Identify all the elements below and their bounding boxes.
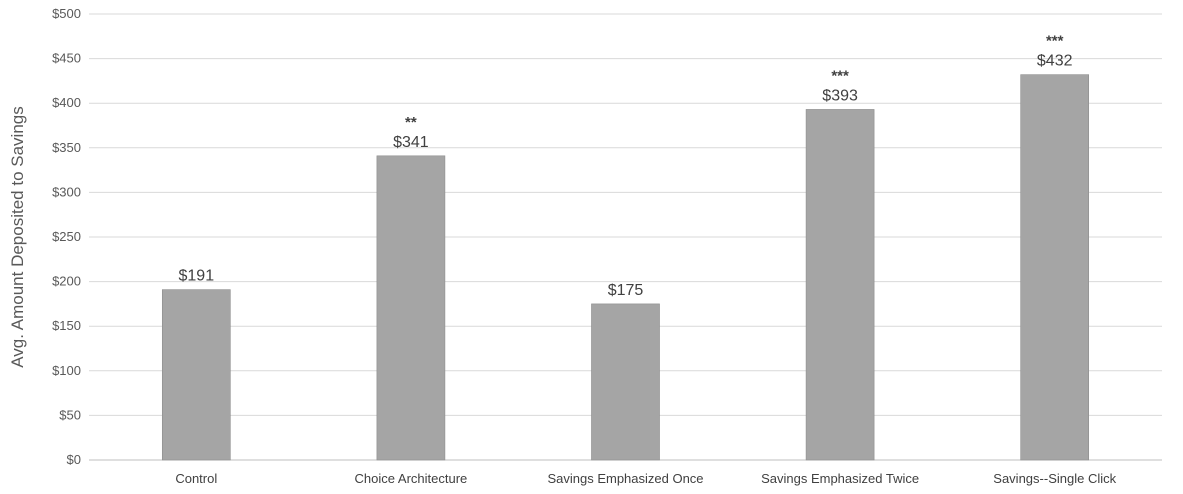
x-axis-categories: Control Choice Architecture Savings Emphas…	[175, 471, 1116, 486]
y-axis-title: Avg. Amount Deposited to Savings	[8, 106, 27, 367]
data-label: $175	[608, 282, 644, 299]
bar	[1020, 74, 1090, 461]
y-tick-label: $300	[52, 184, 81, 199]
y-tick-label: $500	[52, 6, 81, 21]
data-label: $191	[179, 268, 215, 285]
data-label: $432	[1037, 53, 1073, 70]
data-label: $393	[822, 87, 858, 104]
y-tick-label: $200	[52, 274, 81, 289]
x-tick-label: Control	[175, 471, 217, 486]
y-tick-label: $400	[52, 95, 81, 110]
bar	[376, 155, 446, 461]
data-label: $341	[393, 134, 429, 151]
bar	[805, 109, 875, 461]
y-tick-label: $150	[52, 318, 81, 333]
x-tick-label: Savings Emphasized Once	[547, 471, 703, 486]
x-tick-label: Savings--Single Click	[993, 471, 1116, 486]
data-labels: $191 $341 ** $175 $393 *** $432 ***	[179, 33, 1073, 299]
y-tick-label: $250	[52, 229, 81, 244]
y-axis-ticks: $0 $50 $100 $150 $200 $250 $300 $350 $400 $450 $50…	[52, 6, 81, 467]
y-tick-label: $0	[67, 452, 81, 467]
y-tick-label: $450	[52, 51, 81, 66]
y-tick-label: $350	[52, 140, 81, 155]
significance-label: **	[405, 114, 417, 131]
gridlines	[89, 13, 1162, 461]
x-tick-label: Savings Emphasized Twice	[761, 471, 919, 486]
y-tick-label: $100	[52, 363, 81, 378]
x-tick-label: Choice Architecture	[355, 471, 468, 486]
bar	[161, 289, 231, 461]
significance-label: ***	[1046, 33, 1064, 50]
significance-label: ***	[831, 67, 849, 84]
bars	[161, 74, 1090, 461]
bar	[591, 303, 660, 461]
y-tick-label: $50	[59, 407, 81, 422]
